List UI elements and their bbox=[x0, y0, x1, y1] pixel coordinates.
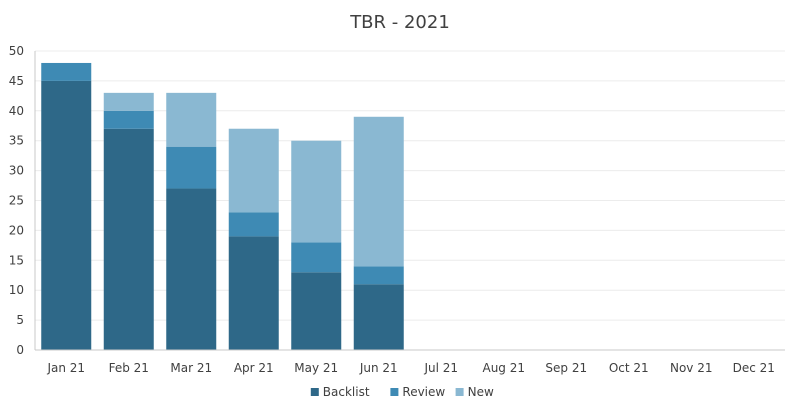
legend-swatch bbox=[455, 388, 464, 396]
bar-backlist-apr-21[interactable] bbox=[228, 236, 279, 350]
bar-review-may-21[interactable] bbox=[291, 242, 342, 273]
legend-item-backlist[interactable]: Backlist bbox=[310, 385, 370, 399]
bar-backlist-may-21[interactable] bbox=[291, 272, 342, 350]
legend-label: New bbox=[468, 385, 494, 399]
x-tick-label: Aug 21 bbox=[482, 361, 525, 375]
bar-review-mar-21[interactable] bbox=[166, 146, 217, 189]
bar-new-may-21[interactable] bbox=[291, 140, 342, 243]
legend-label: Review bbox=[402, 385, 445, 399]
y-tick-label: 25 bbox=[9, 194, 24, 208]
legend-item-new[interactable]: New bbox=[455, 385, 494, 399]
y-tick-label: 10 bbox=[9, 283, 24, 297]
gridlines bbox=[35, 50, 785, 321]
y-tick-label: 30 bbox=[9, 164, 24, 178]
bar-review-apr-21[interactable] bbox=[228, 212, 279, 237]
bar-new-mar-21[interactable] bbox=[166, 92, 217, 147]
bar-backlist-jun-21[interactable] bbox=[353, 284, 404, 350]
y-tick-label: 35 bbox=[9, 134, 24, 148]
bar-backlist-mar-21[interactable] bbox=[166, 188, 217, 350]
x-tick-label: Dec 21 bbox=[733, 361, 775, 375]
chart-title: TBR - 2021 bbox=[349, 12, 450, 33]
bar-review-jun-21[interactable] bbox=[353, 266, 404, 285]
y-tick-label: 5 bbox=[16, 313, 24, 327]
x-tick-label: Sep 21 bbox=[545, 361, 587, 375]
legend-label: Backlist bbox=[323, 385, 370, 399]
x-tick-label: Feb 21 bbox=[109, 361, 149, 375]
legend: Backlist Review New bbox=[310, 385, 494, 399]
bar-backlist-feb-21[interactable] bbox=[103, 128, 154, 350]
x-tick-label: May 21 bbox=[294, 361, 338, 375]
bar-review-feb-21[interactable] bbox=[103, 110, 154, 129]
y-tick-label: 45 bbox=[9, 74, 24, 88]
bar-new-jun-21[interactable] bbox=[353, 116, 404, 267]
legend-swatch bbox=[390, 388, 399, 396]
y-tick-label: 40 bbox=[9, 104, 24, 118]
bars bbox=[41, 62, 404, 351]
bar-new-apr-21[interactable] bbox=[228, 128, 279, 213]
legend-item-review[interactable]: Review bbox=[390, 385, 445, 399]
y-tick-label: 0 bbox=[16, 343, 24, 357]
bar-new-feb-21[interactable] bbox=[103, 92, 154, 111]
y-tick-label: 15 bbox=[9, 253, 24, 267]
bar-backlist-jan-21[interactable] bbox=[41, 80, 92, 351]
x-tick-label: Apr 21 bbox=[234, 361, 274, 375]
x-tick-label: Nov 21 bbox=[670, 361, 713, 375]
y-tick-label: 20 bbox=[9, 223, 24, 237]
x-tick-label: Jun 21 bbox=[359, 361, 398, 375]
x-tick-label: Oct 21 bbox=[609, 361, 649, 375]
legend-swatch bbox=[310, 388, 319, 396]
x-tick-label: Jan 21 bbox=[46, 361, 85, 375]
axes: 0 5 10 15 20 25 30 35 40 45 50 Jan 21 Feb 21 Mar 21 Ap… bbox=[9, 44, 785, 375]
x-tick-label: Mar 21 bbox=[170, 361, 212, 375]
y-tick-label: 50 bbox=[9, 44, 24, 58]
bar-review-jan-21[interactable] bbox=[41, 62, 92, 81]
x-tick-label: Jul 21 bbox=[423, 361, 458, 375]
